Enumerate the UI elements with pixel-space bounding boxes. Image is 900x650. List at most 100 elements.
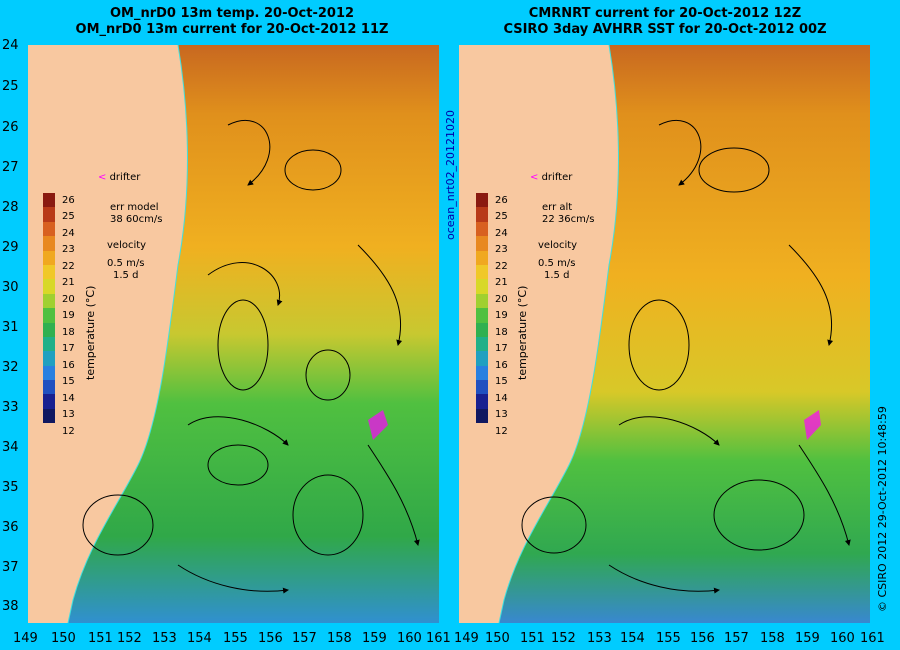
side-label: © CSIRO 2012 29-Oct-2012 10:48:59 [876,406,889,612]
left-cbar-tick: 18 [62,327,75,338]
x-tick-label: 154 [187,631,212,646]
right-land [459,45,619,623]
x-tick-label: 152 [551,631,576,646]
x-tick-label: 153 [587,631,612,646]
x-tick-label: 150 [51,631,76,646]
x-tick-label: 149 [13,631,38,646]
left-err-label: err model [110,202,159,213]
right-title-line2: CSIRO 3day AVHRR SST for 20-Oct-2012 00Z [503,22,827,37]
y-tick-label: 34 [2,440,19,455]
x-tick-label: 151 [520,631,545,646]
x-tick-label: 160 [397,631,422,646]
left-colorbar [43,193,55,424]
x-tick-label: 152 [117,631,142,646]
y-tick-label: 24 [2,38,19,53]
left-cbar-tick: 25 [62,211,75,222]
x-tick-label: 161 [426,631,451,646]
left-speed-label: 0.5 m/s [107,258,145,269]
drifter-marker-icon: < [98,172,107,183]
right-cbar-tick: 18 [495,327,508,338]
middle-label: ocean_nrt02_20121020 [444,109,457,240]
y-tick-label: 36 [2,520,19,535]
left-drifter-label: < drifter [98,172,140,183]
y-tick-label: 37 [2,560,19,575]
left-title: OM_nrD0 13m temp. 20-Oct-2012 OM_nrD0 13… [25,6,439,38]
y-tick-label: 31 [2,320,19,335]
x-tick-label: 149 [454,631,479,646]
y-tick-label: 26 [2,120,19,135]
right-cbar-tick: 23 [495,244,508,255]
right-drifter-text: drifter [541,172,573,183]
right-cbar-tick: 24 [495,228,508,239]
right-map-panel [459,45,870,623]
left-cbar-tick: 22 [62,261,75,272]
right-cbar-tick: 12 [495,426,508,437]
left-cbar-tick: 19 [62,310,75,321]
y-tick-label: 25 [2,79,19,94]
x-tick-label: 159 [362,631,387,646]
left-land [28,45,188,623]
x-tick-label: 156 [258,631,283,646]
y-tick-label: 28 [2,200,19,215]
drifter-marker-icon: < [530,172,539,183]
x-tick-label: 155 [223,631,248,646]
right-title-line1: CMRNRT current for 20-Oct-2012 12Z [528,6,802,21]
left-cbar-tick: 13 [62,409,75,420]
x-tick-label: 153 [152,631,177,646]
left-cbar-tick: 14 [62,393,75,404]
left-cbar-tick: 26 [62,195,75,206]
left-velocity-label: velocity [107,240,147,251]
right-cbar-tick: 17 [495,343,508,354]
left-cbar-tick: 15 [62,376,75,387]
right-map-graphic [459,45,870,623]
x-tick-label: 157 [292,631,317,646]
right-duration-label: 1.5 d [544,270,570,281]
right-colorbar [476,193,488,424]
left-cbar-tick: 16 [62,360,75,371]
right-cbar-tick: 26 [495,195,508,206]
left-cbar-title: temperature (°C) [84,285,97,380]
left-cbar-tick: 17 [62,343,75,354]
x-tick-label: 159 [795,631,820,646]
left-map-panel [28,45,439,623]
y-tick-label: 38 [2,599,19,614]
right-drifter-label: < drifter [530,172,572,183]
right-err-value: 22 36cm/s [542,214,595,225]
right-cbar-tick: 13 [495,409,508,420]
left-cbar-tick: 23 [62,244,75,255]
right-velocity-label: velocity [538,240,578,251]
left-title-line1: OM_nrD0 13m temp. 20-Oct-2012 [109,6,355,21]
right-cbar-tick: 20 [495,294,508,305]
right-cbar-tick: 25 [495,211,508,222]
right-cbar-title: temperature (°C) [516,285,529,380]
x-tick-label: 155 [656,631,681,646]
x-tick-label: 151 [88,631,113,646]
right-speed-label: 0.5 m/s [538,258,576,269]
right-cbar-tick: 22 [495,261,508,272]
y-tick-label: 35 [2,480,19,495]
y-tick-label: 33 [2,400,19,415]
y-tick-label: 32 [2,360,19,375]
right-cbar-tick: 16 [495,360,508,371]
left-duration-label: 1.5 d [113,270,139,281]
left-cbar-tick: 21 [62,277,75,288]
x-tick-label: 160 [830,631,855,646]
x-tick-label: 156 [690,631,715,646]
right-cbar-tick: 21 [495,277,508,288]
y-tick-label: 30 [2,280,19,295]
x-tick-label: 154 [620,631,645,646]
right-cbar-tick: 15 [495,376,508,387]
left-drifter-text: drifter [109,172,141,183]
left-cbar-tick: 20 [62,294,75,305]
right-cbar-tick: 14 [495,393,508,404]
right-err-label: err alt [542,202,573,213]
left-cbar-tick: 24 [62,228,75,239]
x-tick-label: 158 [760,631,785,646]
right-title: CMRNRT current for 20-Oct-2012 12Z CSIRO… [458,6,872,38]
y-tick-label: 29 [2,240,19,255]
x-tick-label: 157 [724,631,749,646]
x-tick-label: 150 [485,631,510,646]
left-title-line2: OM_nrD0 13m current for 20-Oct-2012 11Z [75,22,389,37]
left-map-graphic [28,45,439,623]
y-tick-label: 27 [2,160,19,175]
